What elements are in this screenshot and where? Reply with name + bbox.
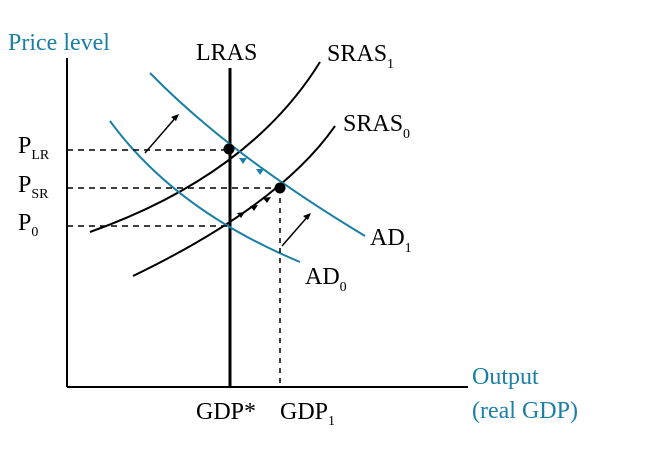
price-level-psr: PSR bbox=[18, 172, 49, 202]
ad-shift-arrowhead-left bbox=[171, 114, 179, 121]
x-axis-label-line2: (real GDP) bbox=[472, 398, 578, 424]
ad1-curve bbox=[149, 72, 366, 237]
long-run-equilibrium-point bbox=[223, 143, 235, 155]
ad0-curve bbox=[109, 120, 301, 263]
sras1-label: SRAS1 bbox=[327, 41, 394, 72]
sras0-curve bbox=[132, 125, 336, 277]
x-axis-label-line1: Output bbox=[472, 364, 539, 390]
price-level-plr: PLR bbox=[18, 133, 50, 163]
price-level-p0: P0 bbox=[18, 210, 38, 240]
ad-shift-arrow-left bbox=[144, 115, 178, 154]
ad-shift-arrowhead-right bbox=[303, 213, 311, 220]
y-axis-label: Price level bbox=[8, 30, 110, 56]
lras-label: LRAS bbox=[196, 40, 257, 66]
sras0-movement-arrows bbox=[237, 197, 271, 218]
sras0-label: SRAS0 bbox=[343, 111, 410, 142]
ad1-label: AD1 bbox=[370, 225, 412, 256]
ad1-movement-arrows bbox=[239, 158, 264, 175]
ad0-label: AD0 bbox=[305, 264, 347, 295]
output-level-gdp1: GDP1 bbox=[280, 399, 335, 429]
short-run-equilibrium-point bbox=[274, 182, 286, 194]
ad-shift-arrow-right bbox=[281, 214, 310, 247]
sras1-curve bbox=[89, 61, 321, 233]
output-level-gdp-star: GDP* bbox=[196, 399, 256, 425]
